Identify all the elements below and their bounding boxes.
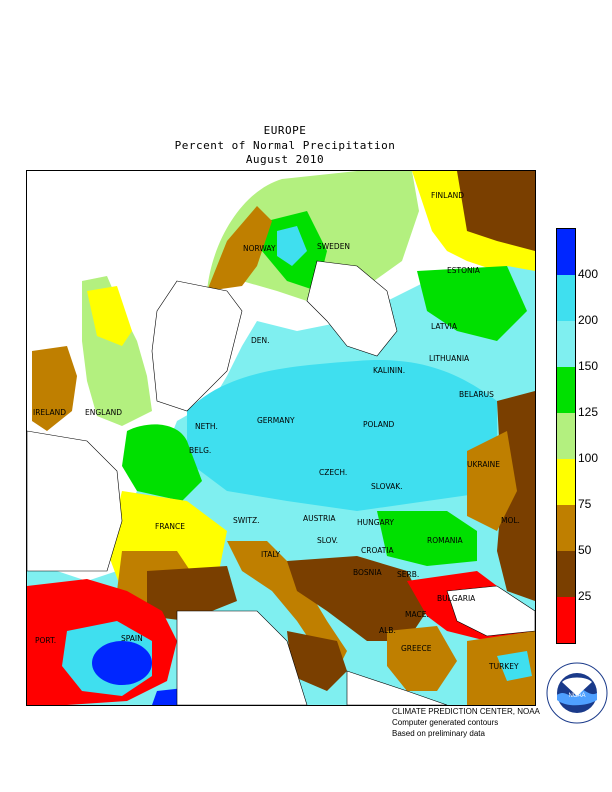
label-romania: ROMANIA [427, 536, 464, 545]
credit-line: Computer generated contours [392, 718, 499, 727]
label-kaliningrad: KALININ. [373, 366, 405, 375]
label-norway: NORWAY [243, 244, 276, 253]
label-austria: AUSTRIA [303, 514, 336, 523]
seas [27, 171, 535, 705]
label-finland: FINLAND [431, 191, 464, 200]
label-lithuania: LITHUANIA [429, 354, 470, 363]
legend-swatch [557, 321, 575, 367]
legend-swatch [557, 551, 575, 597]
label-portugal: PORT. [35, 636, 56, 645]
legend-swatch [557, 505, 575, 551]
label-albania: ALB. [379, 626, 396, 635]
noaa-logo: NOAA [546, 662, 608, 724]
legend-swatch [557, 413, 575, 459]
legend-tick: 25 [578, 589, 592, 603]
label-serbia: SERB. [397, 570, 419, 579]
label-bosnia: BOSNIA [353, 568, 382, 577]
label-greece: GREECE [401, 644, 432, 653]
label-belgium: BELG. [189, 446, 211, 455]
label-switzerland: SWITZ. [233, 516, 260, 525]
color-legend [556, 228, 576, 644]
credit-line: CLIMATE PREDICTION CENTER, NOAA [392, 707, 540, 716]
precip-bands [27, 171, 535, 705]
legend-swatch [557, 459, 575, 505]
label-england: ENGLAND [85, 408, 122, 417]
precipitation-map: FINLAND SWEDEN NORWAY ESTONIA LATVIA LIT… [26, 170, 536, 706]
noaa-logo-text: NOAA [568, 693, 585, 699]
legend-swatch [557, 597, 575, 643]
label-turkey: TURKEY [488, 662, 519, 671]
map-title: EUROPE [263, 124, 307, 137]
label-netherlands: NETH. [195, 422, 218, 431]
label-hungary: HUNGARY [357, 518, 394, 527]
legend-tick: 200 [578, 313, 599, 327]
map-period: August 2010 [245, 153, 325, 166]
credit-line: Based on preliminary data [392, 729, 485, 738]
label-france: FRANCE [155, 522, 185, 531]
label-macedonia: MACE. [405, 610, 429, 619]
legend-swatch [557, 229, 575, 275]
legend-tick: 100 [578, 451, 599, 465]
label-ireland: IRELAND [33, 408, 66, 417]
label-ukraine: UKRAINE [467, 460, 500, 469]
map-subtitle: Percent of Normal Precipitation [174, 139, 396, 152]
label-sweden: SWEDEN [317, 242, 350, 251]
label-italy: ITALY [261, 550, 281, 559]
label-denmark: DEN. [251, 336, 270, 345]
label-moldova: MOL. [501, 516, 520, 525]
label-slovenia: SLOV. [317, 536, 338, 545]
label-poland: POLAND [363, 420, 395, 429]
label-belarus: BELARUS [459, 390, 494, 399]
label-latvia: LATVIA [431, 322, 458, 331]
label-bulgaria: BULGARIA [437, 594, 476, 603]
label-germany: GERMANY [257, 416, 295, 425]
legend-tick: 150 [578, 359, 599, 373]
legend-swatch [557, 367, 575, 413]
legend-tick: 125 [578, 405, 599, 419]
label-slovakia: SLOVAK. [371, 482, 403, 491]
label-croatia: CROATIA [361, 546, 395, 555]
legend-tick: 50 [578, 543, 592, 557]
map-canvas: FINLAND SWEDEN NORWAY ESTONIA LATVIA LIT… [27, 171, 535, 705]
label-estonia: ESTONIA [447, 266, 481, 275]
legend-tick: 75 [578, 497, 592, 511]
legend-tick: 400 [578, 267, 599, 281]
legend-swatch [557, 275, 575, 321]
label-czech: CZECH. [319, 468, 347, 477]
label-spain: SPAIN [121, 634, 143, 643]
country-labels: FINLAND SWEDEN NORWAY ESTONIA LATVIA LIT… [33, 191, 520, 671]
